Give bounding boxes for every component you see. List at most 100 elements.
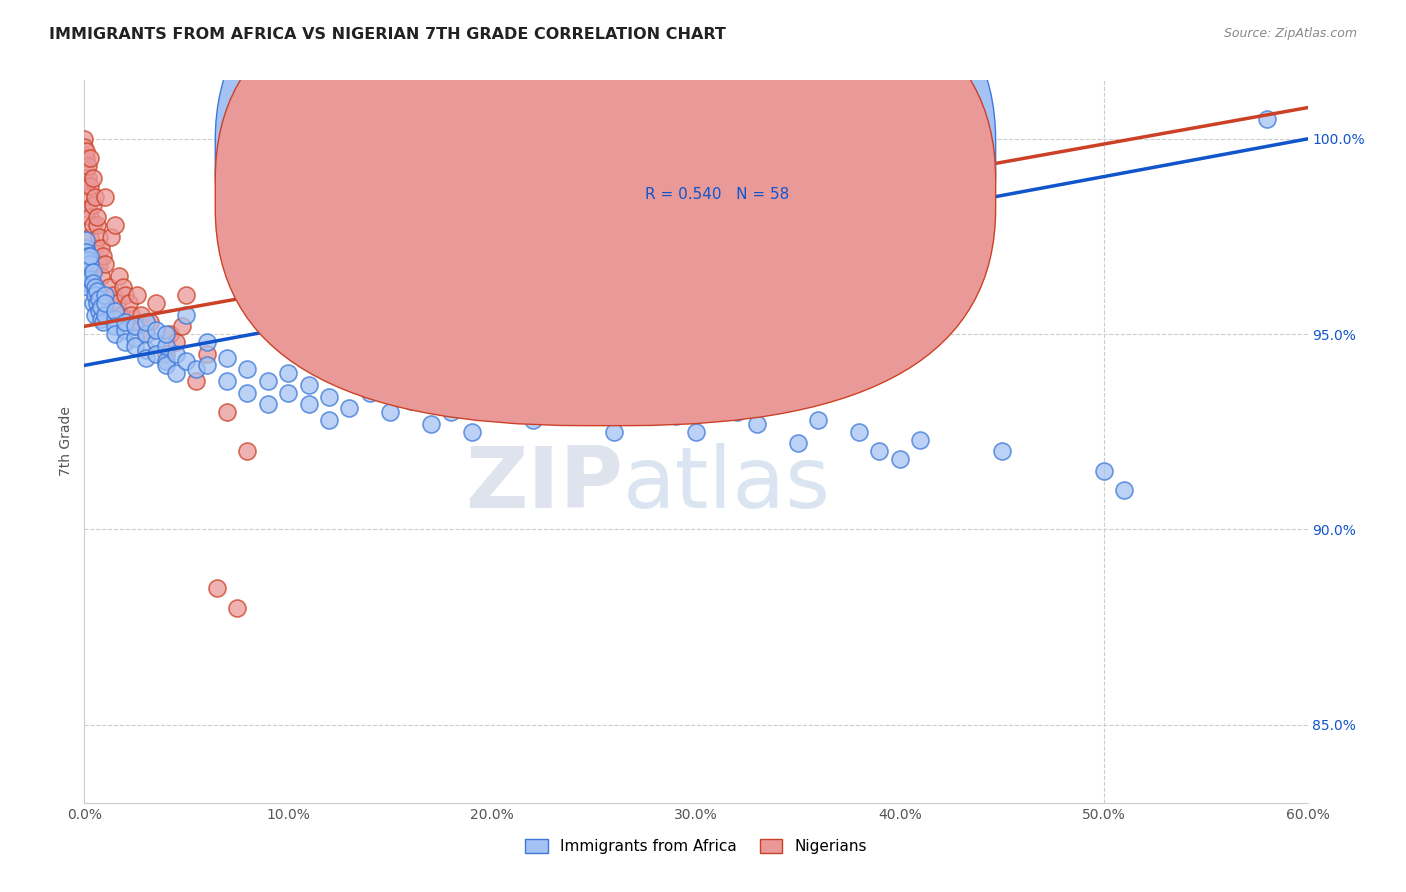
Point bbox=[217, 351, 239, 365]
Point bbox=[155, 359, 177, 373]
Text: Source: ZipAtlas.com: Source: ZipAtlas.com bbox=[1223, 27, 1357, 40]
Point bbox=[277, 385, 299, 400]
Point bbox=[359, 385, 381, 400]
Point bbox=[318, 413, 340, 427]
Point bbox=[889, 452, 911, 467]
Point bbox=[159, 327, 181, 342]
Point bbox=[79, 257, 101, 271]
Point bbox=[1256, 112, 1278, 127]
Point bbox=[665, 409, 688, 424]
Point bbox=[991, 444, 1014, 458]
Point bbox=[807, 413, 830, 427]
Point bbox=[77, 280, 100, 294]
Text: atlas: atlas bbox=[623, 443, 831, 526]
Point bbox=[186, 374, 208, 388]
Point bbox=[522, 413, 544, 427]
Point bbox=[93, 190, 115, 204]
Point bbox=[135, 327, 157, 342]
Point bbox=[747, 417, 769, 431]
Point bbox=[277, 366, 299, 380]
Point bbox=[112, 280, 135, 294]
Point bbox=[83, 190, 105, 204]
Point bbox=[73, 132, 96, 146]
Point bbox=[138, 315, 160, 329]
Point bbox=[725, 405, 748, 419]
Point bbox=[685, 425, 707, 439]
Point bbox=[145, 334, 167, 349]
Point bbox=[83, 241, 105, 255]
Point bbox=[135, 315, 157, 329]
Point bbox=[399, 393, 422, 408]
Point bbox=[87, 303, 110, 318]
Point bbox=[236, 362, 259, 376]
Point bbox=[644, 401, 666, 416]
Point bbox=[127, 288, 149, 302]
Point bbox=[461, 425, 484, 439]
Point bbox=[79, 178, 101, 193]
Point bbox=[155, 327, 177, 342]
Point bbox=[603, 425, 626, 439]
Point bbox=[104, 327, 127, 342]
Text: R = 0.540   N = 58: R = 0.540 N = 58 bbox=[644, 187, 789, 202]
Point bbox=[481, 397, 503, 411]
Point bbox=[298, 378, 321, 392]
Point bbox=[104, 303, 127, 318]
Point bbox=[145, 296, 167, 310]
Point bbox=[93, 257, 115, 271]
Point bbox=[236, 385, 259, 400]
Point bbox=[79, 229, 101, 244]
Point bbox=[77, 202, 100, 216]
Point bbox=[75, 163, 97, 178]
FancyBboxPatch shape bbox=[215, 0, 995, 387]
Point bbox=[105, 296, 128, 310]
Point bbox=[124, 319, 146, 334]
Point bbox=[155, 339, 177, 353]
Point bbox=[93, 296, 115, 310]
Legend: Immigrants from Africa, Nigerians: Immigrants from Africa, Nigerians bbox=[519, 833, 873, 860]
Point bbox=[90, 300, 112, 314]
Point bbox=[195, 334, 218, 349]
Point bbox=[217, 374, 239, 388]
Point bbox=[77, 252, 100, 267]
Point bbox=[77, 268, 100, 283]
Point bbox=[77, 260, 100, 275]
Point bbox=[104, 311, 127, 326]
Point bbox=[104, 218, 127, 232]
Point bbox=[79, 249, 101, 263]
Point bbox=[93, 288, 115, 302]
Point bbox=[75, 152, 97, 166]
Point bbox=[75, 241, 97, 255]
Point bbox=[145, 323, 167, 337]
Point bbox=[75, 144, 97, 158]
Y-axis label: 7th Grade: 7th Grade bbox=[59, 407, 73, 476]
Point bbox=[114, 288, 136, 302]
Point bbox=[90, 268, 112, 283]
Point bbox=[91, 315, 114, 329]
FancyBboxPatch shape bbox=[568, 131, 898, 225]
Point bbox=[75, 268, 97, 283]
Point bbox=[83, 308, 105, 322]
Point bbox=[440, 405, 463, 419]
Point bbox=[77, 159, 100, 173]
Point bbox=[77, 277, 100, 291]
Point bbox=[82, 170, 104, 185]
Point bbox=[155, 354, 177, 368]
Point bbox=[174, 354, 197, 368]
Point bbox=[82, 277, 104, 291]
Point bbox=[910, 433, 932, 447]
Point bbox=[77, 170, 100, 185]
Point bbox=[82, 265, 104, 279]
Point bbox=[75, 234, 97, 248]
Point bbox=[1092, 464, 1115, 478]
Point bbox=[318, 390, 340, 404]
Point bbox=[86, 284, 108, 298]
Point bbox=[114, 315, 136, 329]
Text: ZIP: ZIP bbox=[465, 443, 623, 526]
Point bbox=[104, 319, 127, 334]
Point bbox=[174, 308, 197, 322]
Point bbox=[87, 292, 110, 306]
Point bbox=[87, 257, 110, 271]
Point bbox=[75, 245, 97, 260]
Point bbox=[91, 249, 114, 263]
Point bbox=[420, 417, 443, 431]
